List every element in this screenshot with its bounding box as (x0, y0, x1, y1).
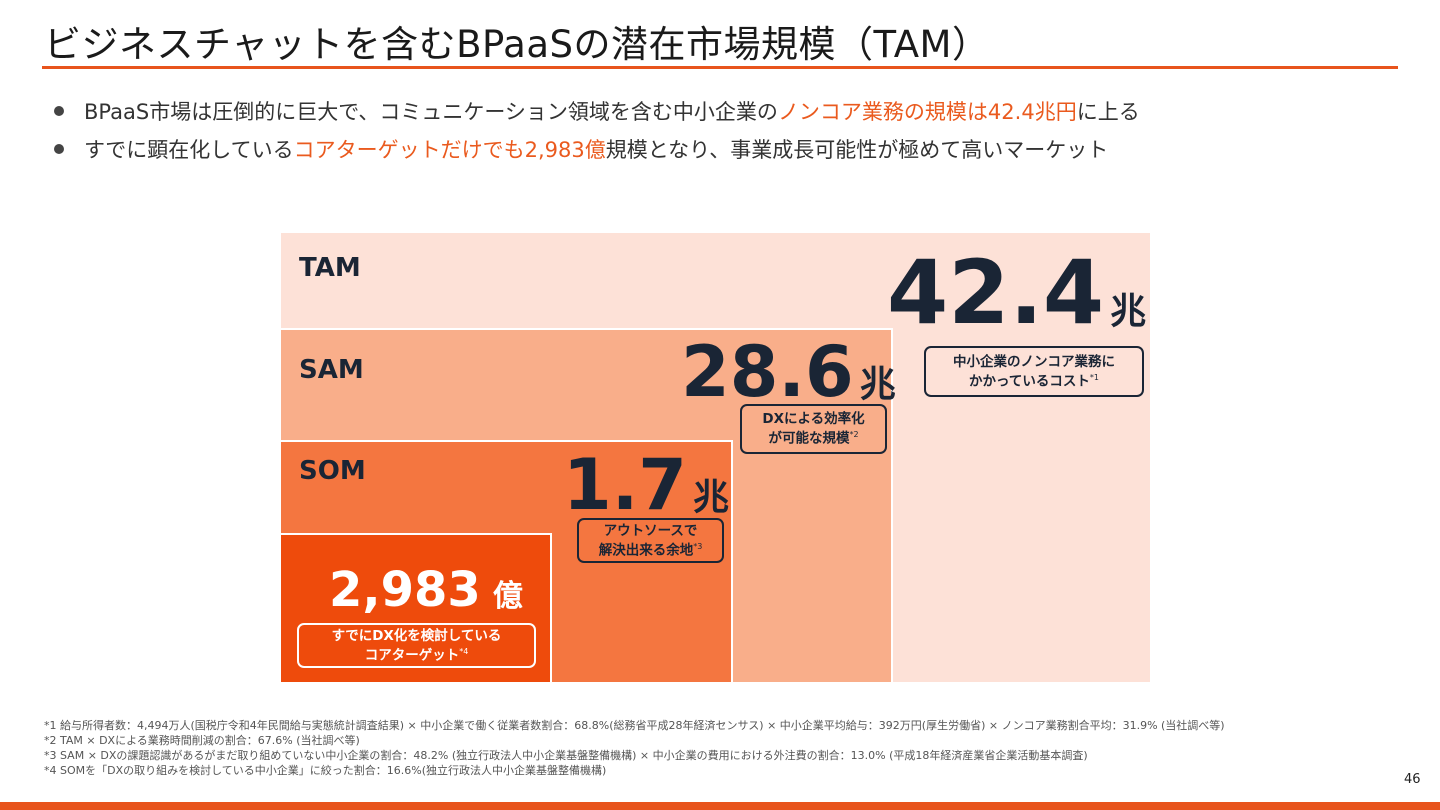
core-value-number: 2,983 (329, 562, 481, 618)
sam-value: 28.6 兆 (681, 337, 896, 407)
sam-note-line1: DXによる効率化 (762, 411, 865, 428)
sam-note-line2: が可能な規模 (768, 430, 850, 447)
core-value: 2,983 億 (329, 566, 523, 614)
sam-note: DXによる効率化 が可能な規模*2 (740, 404, 887, 454)
bullet-text-pre: BPaaS市場は圧倒的に巨大で、コミュニケーション領域を含む中小企業の (84, 100, 778, 124)
som-note-line1: アウトソースで (603, 522, 698, 539)
bullet-list: BPaaS市場は圧倒的に巨大で、コミュニケーション領域を含む中小企業の ノンコア業… (50, 92, 1140, 168)
bullet-text-highlight: コアターゲットだけでも2,983億 (293, 138, 606, 162)
sam-note-ref: *2 (849, 430, 859, 440)
bullet-item: すでに顕在化している コアターゲットだけでも2,983億 規模となり、事業成長可能性… (50, 130, 1140, 168)
som-note: アウトソースで 解決出来る余地*3 (577, 518, 724, 563)
title-divider (42, 66, 1398, 69)
footnote-item: *3 SAM × DXの課題認識があるがまだ取り組めていない中小企業の割合：48… (44, 749, 1088, 762)
tam-value-unit: 兆 (1110, 291, 1147, 332)
bullet-text-post: 規模となり、事業成長可能性が極めて高いマーケット (605, 138, 1109, 162)
sam-value-unit: 兆 (859, 364, 896, 405)
tam-note-line1: 中小企業のノンコア業務に (953, 353, 1115, 370)
page-title: ビジネスチャットを含むBPaaSの潜在市場規模（TAM） (44, 23, 990, 66)
bullet-item: BPaaS市場は圧倒的に巨大で、コミュニケーション領域を含む中小企業の ノンコア業… (50, 92, 1140, 130)
tam-note-ref: *1 (1089, 372, 1099, 382)
tam-note-line2: かかっているコスト (969, 373, 1090, 390)
footnote-item: *2 TAM × DXによる業務時間削減の割合：67.6% (当社調べ等) (44, 734, 360, 747)
market-size-diagram: TAM 42.4 兆 中小企業のノンコア業務に かかっているコスト*1 SAM 2… (281, 233, 1150, 682)
sam-value-number: 28.6 (681, 331, 854, 413)
bullet-dot-icon (54, 144, 64, 154)
footnote-item: *1 給与所得者数：4,494万人(国税庁令和4年民間給与実態統計調査結果) ×… (44, 719, 1225, 732)
bottom-accent-bar (0, 802, 1440, 810)
sam-label: SAM (299, 355, 364, 385)
som-note-ref: *3 (693, 541, 703, 551)
tam-note: 中小企業のノンコア業務に かかっているコスト*1 (924, 346, 1144, 397)
bullet-text-post: に上る (1076, 100, 1140, 124)
core-value-unit: 億 (492, 579, 523, 614)
page-number: 46 (1404, 772, 1421, 787)
core-note-line1: すでにDX化を検討している (331, 627, 502, 644)
footnote-item: *4 SOMを「DXの取り組みを検討している中小企業」に絞った割合：16.6%(… (44, 764, 607, 777)
bullet-text-highlight: ノンコア業務の規模は42.4兆円 (777, 100, 1077, 124)
bullet-dot-icon (54, 106, 64, 116)
som-value-number: 1.7 (563, 444, 688, 526)
som-value: 1.7 兆 (563, 450, 729, 520)
core-target-area (281, 533, 552, 682)
core-note-line2: コアターゲット (364, 647, 460, 664)
core-note: すでにDX化を検討している コアターゲット*4 (297, 623, 536, 668)
tam-label: TAM (299, 253, 361, 283)
som-value-unit: 兆 (693, 477, 730, 518)
som-label: SOM (299, 456, 366, 486)
footnotes: *1 給与所得者数：4,494万人(国税庁令和4年民間給与実態統計調査結果) ×… (44, 718, 1225, 778)
tam-value-number: 42.4 (887, 241, 1105, 344)
bullet-text-pre: すでに顕在化している (84, 138, 294, 162)
som-note-line2: 解決出来る余地 (598, 542, 694, 559)
tam-value: 42.4 兆 (887, 249, 1146, 337)
core-note-ref: *4 (459, 646, 469, 656)
